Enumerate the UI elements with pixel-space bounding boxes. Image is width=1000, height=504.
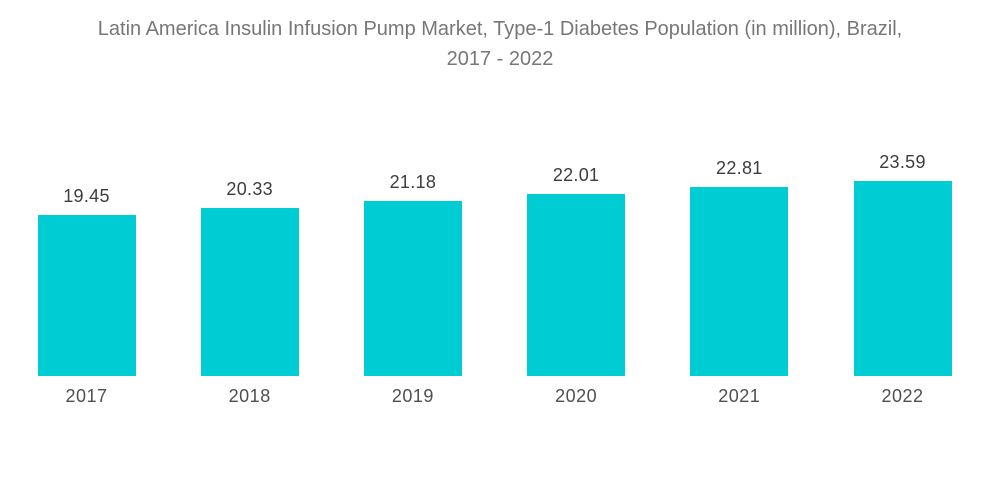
chart-title-line-1: Latin America Insulin Infusion Pump Mark… xyxy=(97,18,903,40)
bar xyxy=(690,187,789,376)
chart-title: Latin America Insulin Infusion Pump Mark… xyxy=(0,14,1000,74)
bar xyxy=(527,193,626,376)
bar-value-label: 20.33 xyxy=(226,178,273,199)
x-axis-category-label: 2022 xyxy=(881,386,924,406)
x-axis-category-label: 2021 xyxy=(718,386,761,406)
chart-title-line-2: 2017 - 2022 xyxy=(446,48,554,70)
bar-value-label: 23.59 xyxy=(879,151,926,172)
bar-value-label: 21.18 xyxy=(389,171,437,192)
bar xyxy=(37,214,136,376)
x-axis-category-label: 2019 xyxy=(391,386,434,406)
x-axis-category-label: 2017 xyxy=(65,386,108,406)
bar xyxy=(853,180,952,376)
bar xyxy=(363,200,462,376)
x-axis-category-label: 2018 xyxy=(228,386,271,406)
bar-value-label: 19.45 xyxy=(63,185,110,206)
bar xyxy=(200,207,299,376)
x-axis-category-label: 2020 xyxy=(555,386,598,406)
bar-value-label: 22.81 xyxy=(716,158,763,179)
bar-value-label: 22.01 xyxy=(552,164,600,185)
